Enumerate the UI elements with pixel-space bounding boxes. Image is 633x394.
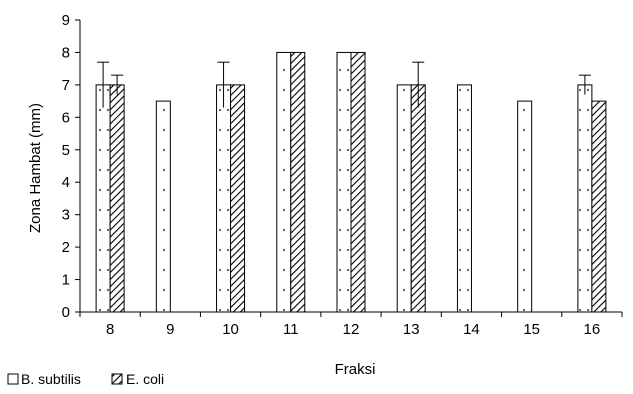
- legend-label-e-coli: E. coli: [126, 371, 164, 387]
- bar-e-coli: [350, 51, 366, 313]
- y-tick-label: 6: [62, 109, 70, 126]
- x-tick-label: 10: [222, 321, 239, 338]
- legend-swatch-e-coli: [111, 373, 123, 385]
- x-tick-label: 8: [106, 321, 114, 338]
- y-tick-label: 7: [62, 77, 70, 94]
- x-tick-label: 16: [584, 321, 601, 338]
- y-tick-label: 0: [62, 304, 70, 321]
- y-tick-label: 5: [62, 142, 70, 159]
- y-tick-label: 3: [62, 207, 70, 224]
- x-tick-label: 15: [523, 321, 540, 338]
- bar-b-subtilis: [396, 84, 412, 313]
- legend: B. subtilis E. coli: [7, 371, 164, 387]
- x-tick-label: 14: [463, 321, 480, 338]
- bar-e-coli: [410, 84, 426, 313]
- x-axis-ticks: 8 9 10 11 12 13 14 15 16: [79, 312, 623, 338]
- error-bars: [97, 61, 591, 108]
- x-tick-label: 9: [166, 321, 174, 338]
- y-tick-label: 8: [62, 44, 70, 61]
- y-tick-label: 4: [62, 174, 70, 191]
- bar-b-subtilis: [216, 84, 232, 313]
- bar-e-coli: [109, 84, 125, 313]
- bar-b-subtilis: [95, 84, 111, 313]
- bar-b-subtilis: [577, 84, 593, 313]
- bar-e-coli: [591, 100, 607, 313]
- bar-e-coli: [230, 84, 246, 313]
- bar-e-coli: [290, 51, 306, 313]
- bar-b-subtilis: [276, 51, 292, 313]
- legend-label-b-subtilis: B. subtilis: [21, 371, 81, 387]
- bar-b-subtilis: [456, 84, 472, 313]
- x-tick-label: 11: [283, 321, 299, 338]
- x-axis-label: Fraksi: [335, 361, 376, 378]
- x-tick-label: 13: [403, 321, 420, 338]
- legend-swatch-b-subtilis: [7, 373, 19, 385]
- bars: [95, 51, 607, 313]
- bar-b-subtilis: [155, 100, 171, 313]
- y-tick-label: 1: [62, 272, 70, 289]
- x-tick-label: 12: [343, 321, 360, 338]
- y-axis-label: Zona Hambat (mm): [27, 103, 44, 233]
- y-axis-ticks: 0 1 2 3 4 5 6 7 8 9: [62, 12, 80, 321]
- y-tick-label: 2: [62, 239, 70, 256]
- bar-b-subtilis: [517, 100, 533, 313]
- bar-b-subtilis: [336, 51, 352, 313]
- y-tick-label: 9: [62, 12, 70, 29]
